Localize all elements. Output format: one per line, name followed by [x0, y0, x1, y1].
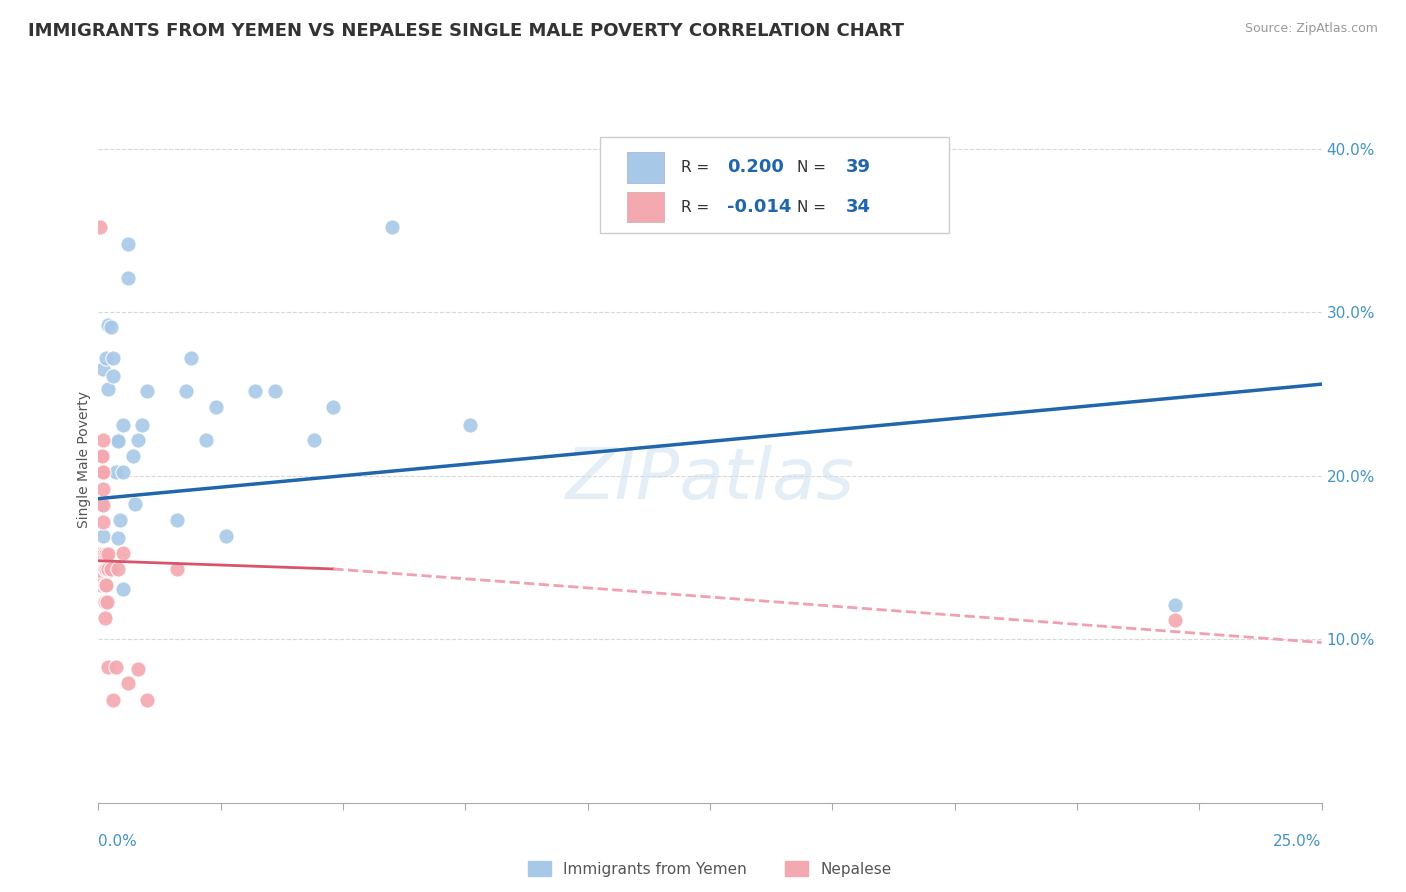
Point	[166, 513, 188, 527]
Point	[104, 660, 127, 674]
Point	[96, 562, 118, 576]
Point	[91, 498, 114, 512]
Point	[94, 595, 117, 609]
Point	[100, 562, 122, 576]
Point	[97, 382, 120, 396]
Point	[117, 236, 139, 251]
Point	[127, 662, 149, 676]
Text: ZIPatlas: ZIPatlas	[565, 445, 855, 515]
Text: 25.0%: 25.0%	[1274, 834, 1322, 849]
Point	[381, 220, 404, 235]
Point	[104, 466, 127, 480]
Text: IMMIGRANTS FROM YEMEN VS NEPALESE SINGLE MALE POVERTY CORRELATION CHART: IMMIGRANTS FROM YEMEN VS NEPALESE SINGLE…	[28, 22, 904, 40]
Point	[131, 418, 153, 433]
Point	[166, 562, 188, 576]
Point	[97, 318, 120, 333]
Text: N =: N =	[797, 160, 831, 175]
Point	[111, 582, 134, 596]
Point	[107, 531, 129, 545]
Point	[127, 433, 149, 447]
Point	[91, 449, 114, 463]
Point	[263, 384, 285, 398]
Point	[90, 564, 112, 578]
Point	[91, 433, 114, 447]
Point	[214, 529, 236, 543]
Text: Source: ZipAtlas.com: Source: ZipAtlas.com	[1244, 22, 1378, 36]
Point	[117, 271, 139, 285]
Point	[94, 578, 117, 592]
Point	[90, 578, 112, 592]
Point	[111, 546, 134, 560]
Text: R =: R =	[681, 200, 714, 215]
FancyBboxPatch shape	[627, 153, 664, 183]
Text: 34: 34	[846, 198, 870, 216]
Point	[89, 220, 111, 235]
Point	[101, 692, 124, 706]
Point	[121, 449, 143, 463]
Point	[100, 320, 122, 334]
Point	[180, 351, 202, 365]
Point	[97, 562, 120, 576]
Point	[1164, 613, 1187, 627]
Point	[1164, 598, 1187, 612]
Point	[302, 433, 325, 447]
Point	[94, 562, 117, 576]
Point	[97, 564, 120, 578]
Legend: Immigrants from Yemen, Nepalese: Immigrants from Yemen, Nepalese	[520, 853, 900, 885]
Point	[243, 384, 266, 398]
Point	[107, 434, 129, 449]
Point	[101, 369, 124, 384]
Point	[94, 547, 117, 561]
Point	[458, 418, 481, 433]
Point	[136, 384, 159, 398]
Text: 0.200: 0.200	[727, 159, 785, 177]
Point	[176, 384, 198, 398]
Text: N =: N =	[797, 200, 831, 215]
Point	[94, 351, 117, 365]
FancyBboxPatch shape	[600, 136, 949, 233]
Point	[91, 515, 114, 529]
Text: R =: R =	[681, 160, 714, 175]
Point	[195, 433, 218, 447]
Point	[101, 562, 124, 576]
Point	[107, 562, 129, 576]
Point	[91, 449, 114, 463]
Y-axis label: Single Male Poverty: Single Male Poverty	[77, 391, 91, 528]
Point	[91, 529, 114, 543]
Point	[90, 497, 112, 511]
Text: 39: 39	[846, 159, 870, 177]
Point	[124, 497, 146, 511]
Point	[91, 482, 114, 496]
Text: -0.014: -0.014	[727, 198, 792, 216]
Point	[91, 466, 114, 480]
Point	[93, 547, 115, 561]
Point	[97, 660, 120, 674]
Point	[94, 611, 117, 625]
Point	[96, 578, 118, 592]
FancyBboxPatch shape	[627, 192, 664, 222]
Point	[101, 351, 124, 365]
Point	[111, 418, 134, 433]
Point	[322, 400, 344, 414]
Point	[91, 362, 114, 376]
Point	[111, 466, 134, 480]
Point	[89, 547, 111, 561]
Text: 0.0%: 0.0%	[98, 834, 138, 849]
Point	[96, 595, 118, 609]
Point	[91, 466, 114, 480]
Point	[117, 676, 139, 690]
Point	[110, 513, 132, 527]
Point	[136, 692, 159, 706]
Point	[107, 433, 129, 447]
Point	[205, 400, 228, 414]
Point	[97, 547, 120, 561]
